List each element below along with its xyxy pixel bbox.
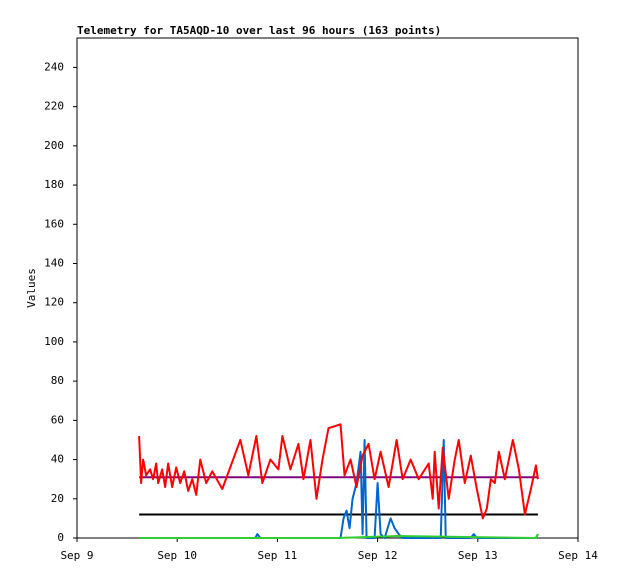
x-tick-label: Sep 13 [458, 549, 498, 562]
y-tick-label: 160 [44, 217, 64, 230]
y-tick-label: 80 [51, 374, 64, 387]
y-tick-label: 200 [44, 139, 64, 152]
series-line [138, 423, 539, 520]
chart-title: Telemetry for TA5AQD-10 over last 96 hou… [77, 24, 441, 37]
series-line [139, 438, 539, 539]
series-line [139, 533, 539, 539]
y-axis-label: Values [25, 268, 38, 308]
y-tick-label: 240 [44, 60, 64, 73]
x-tick-label: Sep 10 [157, 549, 197, 562]
plot-frame [76, 37, 579, 539]
x-tick-label: Sep 14 [558, 549, 598, 562]
y-tick-label: 20 [51, 492, 64, 505]
y-tick-label: 120 [44, 296, 64, 309]
x-tick-label: Sep 12 [358, 549, 398, 562]
y-tick-label: 40 [51, 453, 64, 466]
x-tick-label: Sep 9 [60, 549, 93, 562]
y-tick-label: 60 [51, 413, 64, 426]
y-tick-label: 140 [44, 256, 64, 269]
y-tick-label: 180 [44, 178, 64, 191]
y-tick-label: 100 [44, 335, 64, 348]
x-tick-label: Sep 11 [258, 549, 298, 562]
y-tick-label: 0 [57, 531, 64, 544]
y-tick-label: 220 [44, 100, 64, 113]
